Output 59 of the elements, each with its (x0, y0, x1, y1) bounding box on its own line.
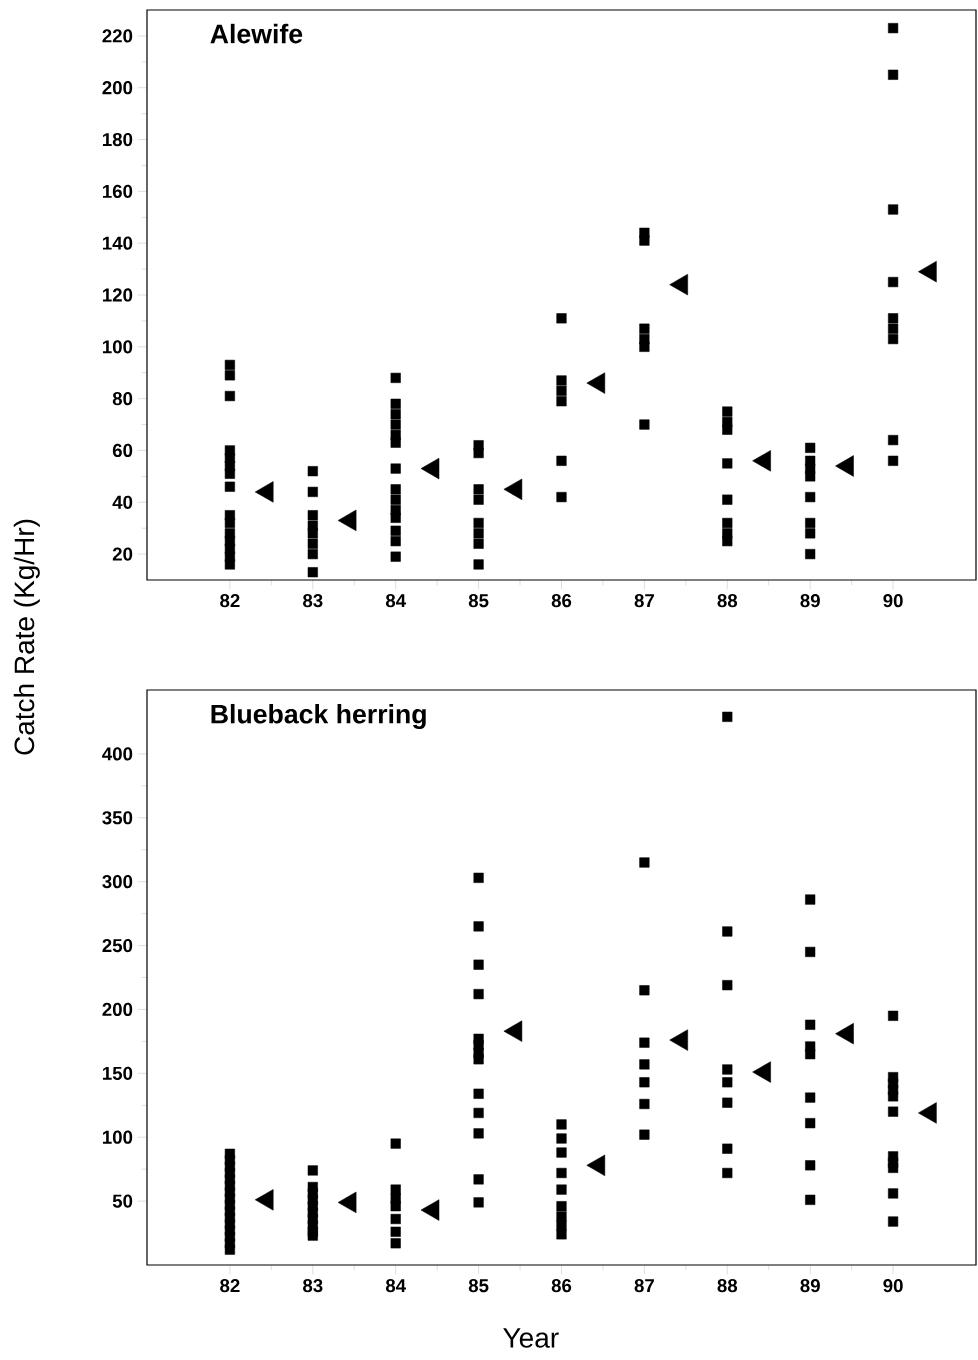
point (752, 450, 771, 472)
y-tick-label: 400 (102, 747, 133, 761)
y-tick-label: 300 (102, 875, 133, 889)
point (669, 273, 688, 296)
x-tick-label: 85 (468, 594, 489, 608)
point (918, 261, 937, 283)
y-tick-label: 100 (102, 1130, 133, 1144)
point (586, 1154, 606, 1176)
x-tick-label: 89 (800, 594, 820, 608)
y-tick-label: 100 (102, 340, 133, 354)
x-tick-label: 84 (385, 1279, 406, 1293)
point (918, 1102, 937, 1124)
point (337, 1191, 357, 1214)
point (669, 1029, 688, 1051)
y-tick-label: 200 (102, 81, 133, 95)
point (503, 478, 523, 500)
chart-title: Alewife (210, 23, 303, 44)
x-tick-label: 84 (385, 594, 406, 608)
x-axis-title: Year (503, 1328, 559, 1348)
y-tick-label: 120 (102, 288, 133, 302)
x-tick-label: 85 (468, 1279, 489, 1293)
x-tick-label: 83 (303, 1279, 323, 1293)
point (752, 1061, 771, 1083)
y-tick-label: 50 (112, 1194, 133, 1208)
x-tick-label: 89 (800, 1279, 820, 1293)
chart-title: Blueback herring (211, 703, 426, 729)
point (254, 481, 274, 503)
point (835, 1023, 854, 1045)
y-tick-label: 220 (102, 29, 133, 43)
y-tick-label: 40 (112, 495, 133, 509)
y-tick-label: 20 (112, 547, 133, 561)
y-tick-label: 250 (102, 938, 133, 953)
point (337, 509, 357, 532)
y-axis-title: Catch Rate (Kg/Hr) (13, 519, 40, 755)
y-tick-label: 160 (102, 184, 133, 198)
y-tick-label: 60 (112, 443, 133, 458)
y-tick-label: 80 (112, 392, 133, 406)
x-tick-label: 87 (634, 594, 654, 608)
point (254, 1189, 274, 1211)
y-tick-label: 180 (102, 132, 133, 147)
x-tick-label: 88 (717, 594, 738, 608)
x-tick-label: 86 (551, 594, 572, 608)
y-tick-label: 150 (102, 1066, 133, 1080)
y-tick-label: 350 (102, 811, 133, 825)
x-tick-label: 90 (883, 594, 903, 608)
x-tick-label: 88 (717, 1279, 738, 1293)
point (420, 457, 440, 480)
x-tick-label: 82 (220, 594, 240, 608)
point (835, 455, 854, 477)
y-tick-label: 200 (102, 1002, 133, 1017)
point (420, 1199, 440, 1221)
x-tick-label: 86 (551, 1279, 572, 1293)
point (586, 372, 606, 394)
x-tick-label: 90 (883, 1279, 903, 1293)
y-tick-label: 140 (102, 236, 133, 250)
point (503, 1020, 523, 1042)
x-tick-label: 82 (220, 1279, 240, 1293)
x-tick-label: 87 (634, 1279, 654, 1293)
x-tick-label: 83 (303, 594, 323, 608)
